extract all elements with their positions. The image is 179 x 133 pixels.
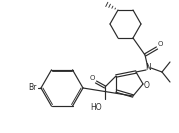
Text: O: O <box>90 75 95 81</box>
Text: HO: HO <box>90 103 102 111</box>
Text: Br: Br <box>29 84 37 92</box>
Text: O: O <box>144 82 150 90</box>
Text: O: O <box>158 41 163 47</box>
Text: N: N <box>146 63 151 72</box>
